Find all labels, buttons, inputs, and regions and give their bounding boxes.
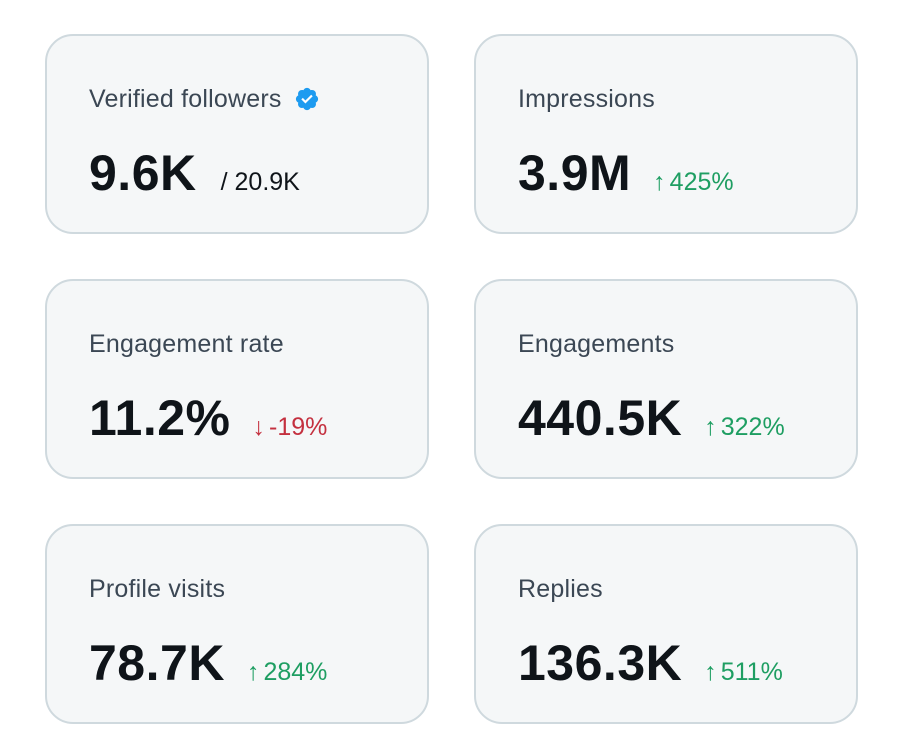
metric-label: Profile visits [89,574,226,603]
metric-label: Engagements [518,329,675,358]
metric-delta-value: 284% [263,658,328,686]
metric-total: / 20.9K [220,168,300,196]
metric-value: 78.7K [89,635,225,691]
metric-value: 9.6K [89,145,197,201]
metric-label-row: Impressions [518,82,655,116]
metric-label-row: Verified followers [89,82,320,116]
metric-value-row: 11.2% ↓ -19% [89,389,327,453]
metric-value: 440.5K [518,390,683,446]
metric-card-verified-followers: Verified followers 9.6K / 20.9K [45,34,429,234]
metric-value: 136.3K [518,635,683,691]
metric-label: Verified followers [89,84,282,113]
metric-delta-value: 322% [720,413,785,441]
metric-delta-value: 511% [720,658,783,686]
metric-card-engagement-rate: Engagement rate 11.2% ↓ -19% [45,279,429,479]
metric-label: Replies [518,574,603,603]
metric-value: 3.9M [518,145,632,201]
metric-delta: ↓ -19% [253,413,328,442]
metric-card-engagements: Engagements 440.5K ↑ 322% [474,279,858,479]
metric-delta: ↑ 322% [704,413,784,442]
metric-value-row: 9.6K / 20.9K [89,144,300,208]
metric-delta: ↑ 425% [653,168,733,197]
metric-value-row: 3.9M ↑ 425% [518,144,734,208]
metric-label: Impressions [518,84,655,113]
metric-delta: ↑ 511% [704,658,783,687]
metric-card-impressions: Impressions 3.9M ↑ 425% [474,34,858,234]
metric-delta-value: 425% [669,168,734,196]
metric-delta-value: -19% [269,413,328,441]
metric-label-row: Engagement rate [89,327,284,361]
metric-value: 11.2% [89,390,231,446]
arrow-up-icon: ↑ [246,658,260,686]
metric-card-profile-visits: Profile visits 78.7K ↑ 284% [45,524,429,724]
verified-badge-icon [294,86,320,112]
metric-label-row: Engagements [518,327,674,361]
metric-value-row: 440.5K ↑ 322% [518,389,785,453]
arrow-up-icon: ↑ [653,168,666,196]
metric-card-replies: Replies 136.3K ↑ 511% [474,524,858,724]
metric-label-row: Replies [518,572,603,606]
arrow-up-icon: ↑ [704,413,717,441]
metric-delta: ↑ 284% [247,658,327,687]
metric-value-row: 136.3K ↑ 511% [518,634,783,698]
arrow-up-icon: ↑ [704,658,717,686]
metric-label-row: Profile visits [89,572,225,606]
metric-label: Engagement rate [89,329,284,358]
arrow-down-icon: ↓ [252,413,266,441]
metric-value-row: 78.7K ↑ 284% [89,634,327,698]
